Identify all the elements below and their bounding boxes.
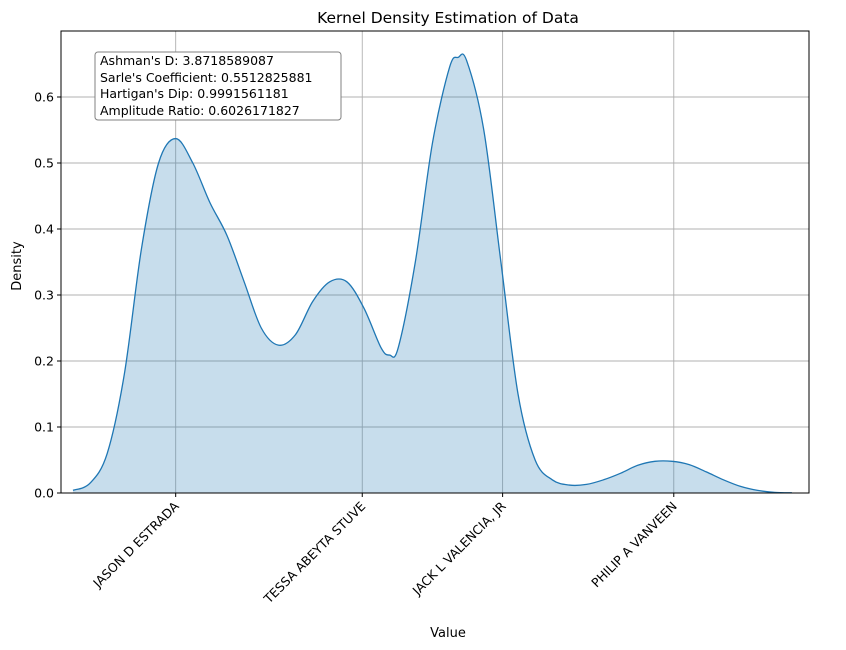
kde-area-fill <box>72 53 792 493</box>
annotation-box-frame <box>94 51 342 121</box>
y-axis-ticks: 0.0 0.1 0.2 0.3 0.4 0.5 0.6 <box>34 90 61 501</box>
x-tick-label: TESSA ABEYTA STUVE <box>260 498 368 606</box>
amplitude-ratio-text: Amplitude Ratio: 0.6026171827 <box>100 103 300 118</box>
y-tick-label: 0.3 <box>34 288 54 303</box>
y-tick-label: 0.4 <box>34 222 54 237</box>
x-tick-label: PHILIP A VANVEEN <box>588 499 680 591</box>
x-axis-ticks: JASON D ESTRADA TESSA ABEYTA STUVE JACK L … <box>89 493 680 607</box>
y-tick-label: 0.0 <box>34 486 54 501</box>
y-tick-label: 0.5 <box>34 156 54 171</box>
x-axis-label: Value <box>430 626 466 641</box>
stats-annotation-box: Ashman's D: 3.8718589087 Sarle's Coeffic… <box>94 51 342 121</box>
plot-frame <box>60 30 810 494</box>
kde-line <box>72 53 792 494</box>
y-tick-label: 0.6 <box>34 90 54 105</box>
y-axis-label: Density <box>10 241 25 291</box>
sarles-coefficient-text: Sarle's Coefficient: 0.5512825881 <box>100 70 312 85</box>
x-tick-label: JASON D ESTRADA <box>89 498 182 591</box>
chart-title: Kernel Density Estimation of Data <box>317 9 579 27</box>
ashmans-d-text: Ashman's D: 3.8718589087 <box>100 53 274 68</box>
y-tick-label: 0.2 <box>34 354 54 369</box>
y-tick-label: 0.1 <box>34 420 54 435</box>
hartigans-dip-text: Hartigan's Dip: 0.9991561181 <box>100 86 289 101</box>
x-tick-label: JACK L VALENCIA, JR <box>409 498 509 598</box>
